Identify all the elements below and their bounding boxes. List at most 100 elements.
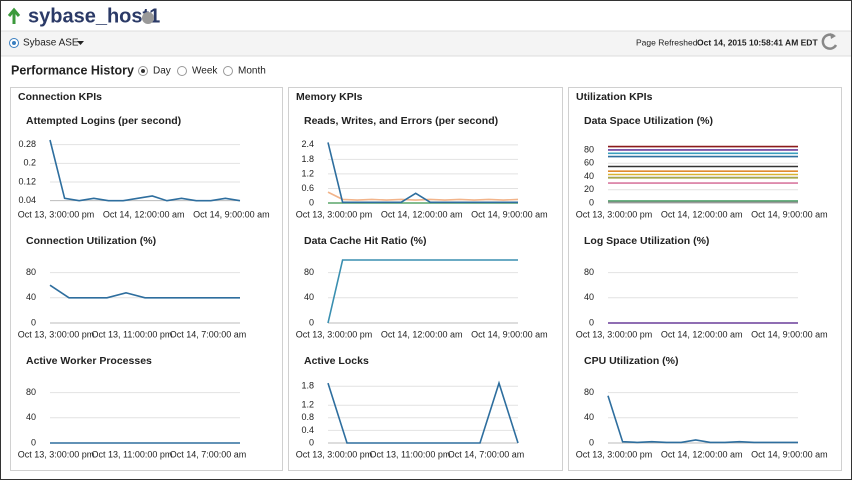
y-tick-label: 0.6 (301, 183, 314, 193)
y-tick-label: 2.4 (301, 139, 314, 149)
y-tick-label: 0 (309, 437, 314, 447)
series-line (327, 380, 519, 444)
y-tick-label: 0.4 (301, 425, 314, 435)
panel (288, 87, 563, 471)
radio-label[interactable]: Week (192, 66, 218, 77)
radio[interactable] (177, 66, 187, 76)
y-tick-label: 1.8 (301, 154, 314, 164)
y-tick-label: 40 (26, 292, 36, 302)
y-tick-label: 80 (584, 267, 594, 277)
radio-label[interactable]: Day (153, 66, 171, 77)
x-tick-label: Oct 13, 3:00:00 pm (296, 449, 373, 459)
chart-title: Reads, Writes, and Errors (per second) (304, 115, 498, 127)
panel (568, 87, 842, 471)
x-tick-label: Oct 14, 9:00:00 am (193, 209, 270, 219)
y-tick-label: 0 (31, 317, 36, 327)
panel-title: Utilization KPIs (576, 91, 653, 103)
panel-title: Memory KPIs (296, 91, 363, 103)
x-tick-label: Oct 13, 11:00:00 pm (92, 449, 173, 459)
x-tick-label: Oct 14, 7:00:00 am (170, 329, 247, 339)
y-tick-label: 80 (304, 267, 314, 277)
series-line (327, 191, 519, 201)
series-line (49, 284, 240, 299)
refreshed-time: Oct 14, 2015 10:58:41 AM EDT (697, 37, 818, 47)
toolbar (1, 31, 851, 56)
x-tick-label: Oct 14, 12:00:00 am (661, 209, 743, 219)
y-tick-label: 0 (309, 317, 314, 327)
y-tick-label: 0 (31, 437, 36, 447)
y-tick-label: 1.2 (301, 168, 314, 178)
panel (10, 87, 283, 471)
chart-title: CPU Utilization (%) (584, 355, 679, 367)
chart-title: Connection Utilization (%) (26, 235, 156, 247)
y-tick-label: 80 (26, 387, 36, 397)
chart-title: Data Space Utilization (%) (584, 115, 713, 127)
x-tick-label: Oct 14, 12:00:00 am (661, 329, 743, 339)
y-tick-label: 1.2 (301, 400, 314, 410)
x-tick-label: Oct 13, 11:00:00 pm (370, 449, 451, 459)
y-tick-label: 1.8 (301, 381, 314, 391)
info-icon[interactable] (142, 12, 154, 24)
y-tick-label: 0.2 (23, 158, 36, 168)
x-tick-label: Oct 13, 3:00:00 pm (576, 449, 653, 459)
y-tick-label: 40 (584, 171, 594, 181)
x-tick-label: Oct 14, 12:00:00 am (381, 329, 463, 339)
dropdown-arrow[interactable] (77, 41, 84, 45)
y-tick-label: 80 (584, 144, 594, 154)
y-tick-label: 40 (584, 412, 594, 422)
y-tick-label: 0.12 (18, 176, 36, 186)
series-line (607, 395, 798, 444)
x-tick-label: Oct 13, 3:00:00 pm (296, 209, 373, 219)
x-tick-label: Oct 13, 11:00:00 pm (92, 329, 173, 339)
x-tick-label: Oct 14, 12:00:00 am (381, 209, 463, 219)
x-tick-label: Oct 14, 9:00:00 am (751, 329, 828, 339)
radio-dot (141, 69, 145, 73)
x-tick-label: Oct 14, 9:00:00 am (471, 329, 548, 339)
chart-title: Attempted Logins (per second) (26, 115, 181, 127)
section-title: Performance History (11, 63, 134, 77)
y-tick-label: 20 (584, 184, 594, 194)
y-tick-label: 40 (584, 292, 594, 302)
x-tick-label: Oct 13, 3:00:00 pm (18, 329, 95, 339)
y-tick-label: 40 (304, 292, 314, 302)
x-tick-label: Oct 14, 12:00:00 am (661, 449, 743, 459)
x-tick-label: Oct 14, 9:00:00 am (751, 449, 828, 459)
y-tick-label: 0.8 (301, 412, 314, 422)
x-tick-label: Oct 13, 3:00:00 pm (576, 209, 653, 219)
y-tick-label: 0.28 (18, 139, 36, 149)
x-tick-label: Oct 13, 3:00:00 pm (18, 209, 95, 219)
y-tick-label: 80 (26, 267, 36, 277)
panel-title: Connection KPIs (18, 91, 102, 103)
refreshed-label: Page Refreshed (636, 37, 698, 47)
chart-title: Active Locks (304, 355, 369, 367)
series-line (327, 259, 518, 324)
refresh-icon[interactable] (821, 33, 838, 50)
radio-label[interactable]: Month (238, 66, 266, 77)
page-title: sybase_host1 (28, 5, 160, 27)
x-tick-label: Oct 13, 3:00:00 pm (18, 449, 95, 459)
x-tick-label: Oct 13, 3:00:00 pm (576, 329, 653, 339)
y-tick-label: 60 (584, 158, 594, 168)
x-tick-label: Oct 13, 3:00:00 pm (296, 329, 373, 339)
radio[interactable] (223, 66, 233, 76)
y-tick-label: 0 (589, 197, 594, 207)
y-tick-label: 0 (589, 317, 594, 327)
x-tick-label: Oct 14, 9:00:00 am (471, 209, 548, 219)
x-tick-label: Oct 14, 12:00:00 am (103, 209, 185, 219)
series-line (49, 139, 241, 202)
y-tick-label: 0.04 (18, 195, 36, 205)
x-tick-label: Oct 14, 9:00:00 am (751, 209, 828, 219)
chart-title: Active Worker Processes (26, 355, 152, 367)
status-up-icon (7, 7, 21, 24)
x-tick-label: Oct 14, 7:00:00 am (170, 449, 247, 459)
y-tick-label: 0 (589, 437, 594, 447)
y-tick-label: 80 (584, 387, 594, 397)
target-menu[interactable]: Sybase ASE (23, 38, 79, 49)
x-tick-label: Oct 14, 7:00:00 am (448, 449, 525, 459)
chart-title: Log Space Utilization (%) (584, 235, 709, 247)
y-tick-label: 40 (26, 412, 36, 422)
series-line (327, 142, 518, 204)
chart-title: Data Cache Hit Ratio (%) (304, 235, 427, 247)
